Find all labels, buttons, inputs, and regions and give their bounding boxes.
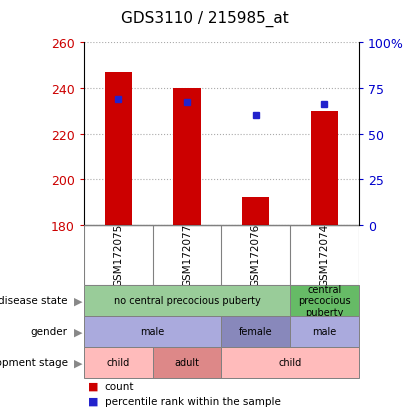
Bar: [84, 285, 289, 316]
Text: male: male: [312, 326, 336, 337]
Bar: [221, 347, 358, 378]
Text: gender: gender: [31, 326, 67, 337]
Text: child: child: [106, 357, 130, 368]
Text: central
precocious
puberty: central precocious puberty: [297, 284, 350, 317]
Text: adult: adult: [174, 357, 199, 368]
Bar: [173, 89, 200, 225]
Text: development stage: development stage: [0, 357, 67, 368]
Text: ▶: ▶: [74, 295, 82, 306]
Text: ■: ■: [88, 381, 99, 391]
Bar: [152, 347, 221, 378]
Text: GSM172074: GSM172074: [319, 223, 328, 287]
Text: child: child: [278, 357, 301, 368]
Text: ▶: ▶: [74, 326, 82, 337]
Text: no central precocious puberty: no central precocious puberty: [113, 295, 260, 306]
Bar: [84, 316, 221, 347]
Bar: [289, 285, 358, 316]
Text: disease state: disease state: [0, 295, 67, 306]
Bar: [104, 73, 132, 225]
Bar: [241, 198, 269, 225]
Bar: [221, 316, 289, 347]
Bar: [84, 347, 152, 378]
Text: count: count: [104, 381, 134, 391]
Bar: [289, 316, 358, 347]
Text: GSM172077: GSM172077: [182, 223, 191, 287]
Text: percentile rank within the sample: percentile rank within the sample: [104, 396, 280, 406]
Text: female: female: [238, 326, 272, 337]
Text: ■: ■: [88, 396, 99, 406]
Text: GDS3110 / 215985_at: GDS3110 / 215985_at: [121, 10, 288, 26]
Text: ▶: ▶: [74, 357, 82, 368]
Text: GSM172075: GSM172075: [113, 223, 123, 287]
Text: male: male: [140, 326, 164, 337]
Text: GSM172076: GSM172076: [250, 223, 260, 287]
Bar: [310, 112, 337, 225]
